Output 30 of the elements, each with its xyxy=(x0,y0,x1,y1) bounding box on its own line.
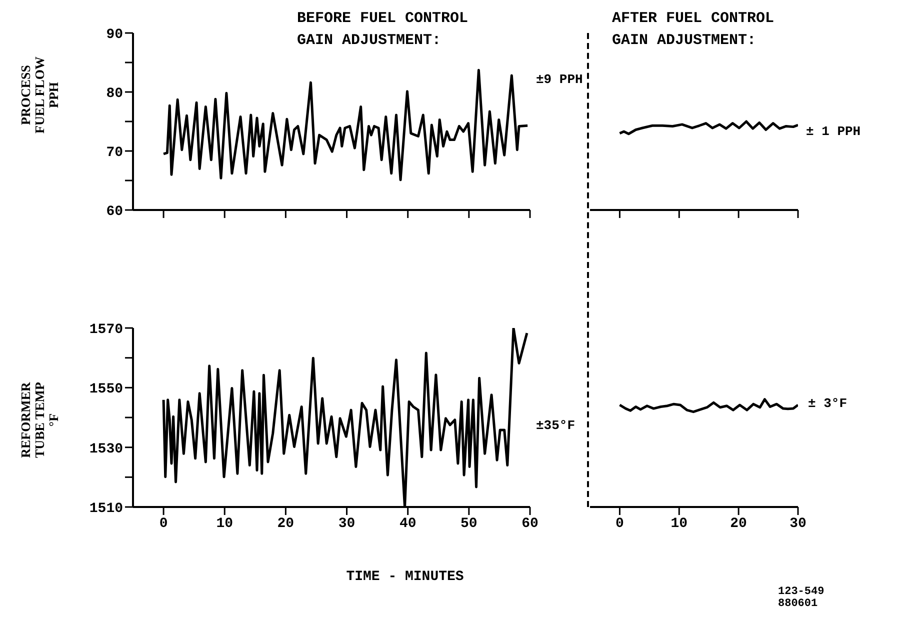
y-tick-label: 90 xyxy=(106,26,123,43)
text: ± 1 PPH xyxy=(806,124,861,140)
x-tick-label: 10 xyxy=(216,516,234,532)
y-axis-title: REFORMER TUBE TEMP °F xyxy=(18,382,61,458)
line-series xyxy=(162,68,529,182)
x-axis-title: TIME - MINUTES xyxy=(346,569,464,585)
text: ±9 PPH xyxy=(536,72,583,88)
y-tick-label: 1510 xyxy=(89,500,123,517)
x-tick-label: 0 xyxy=(616,516,624,532)
y-tick-label: 80 xyxy=(106,86,123,102)
x-tick-label: 30 xyxy=(338,516,356,532)
text: ± 3°F xyxy=(808,396,848,412)
y-tick-label: 1530 xyxy=(89,441,123,458)
y-axis-title: PROCESS FUEL FLOW PPH xyxy=(18,56,61,134)
y-tick-label: 60 xyxy=(106,204,123,220)
chart-title: BEFORE FUEL CONTROL GAIN ADJUSTMENT: xyxy=(297,9,468,51)
y-tick-label: 1550 xyxy=(89,382,123,398)
text: 123-549 880601 xyxy=(778,586,824,610)
x-tick-label: 60 xyxy=(522,516,538,532)
x-tick-label: 10 xyxy=(670,516,688,532)
x-tick-label: 30 xyxy=(790,516,806,532)
x-tick-label: 20 xyxy=(277,516,294,532)
text: ±35°F xyxy=(536,418,576,434)
y-tick-label: 70 xyxy=(106,144,123,161)
chart-title: AFTER FUEL CONTROL GAIN ADJUSTMENT: xyxy=(612,9,774,51)
x-tick-label: 0 xyxy=(159,516,168,532)
y-tick-label: 1570 xyxy=(89,322,123,338)
x-tick-label: 40 xyxy=(399,516,416,532)
x-tick-label: 20 xyxy=(730,516,747,532)
x-tick-label: 50 xyxy=(460,516,478,532)
